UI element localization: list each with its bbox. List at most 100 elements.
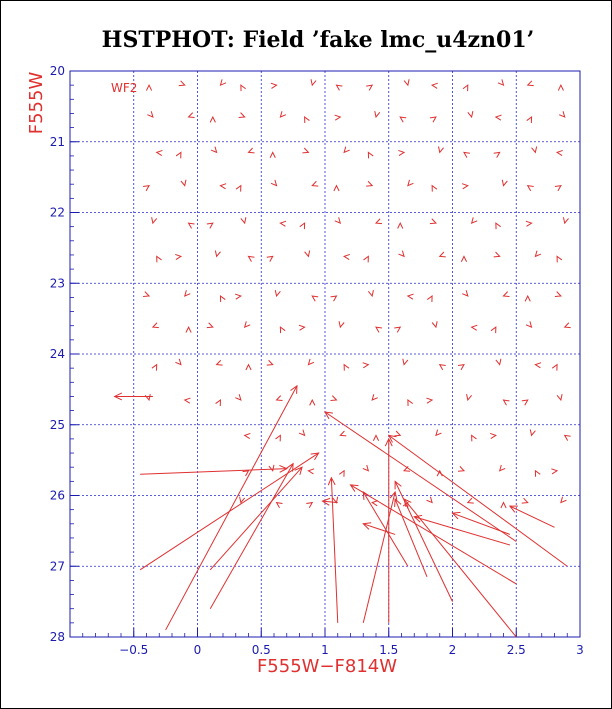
arrow-head bbox=[557, 84, 564, 91]
arrow-head bbox=[430, 82, 438, 89]
arrow-head bbox=[554, 184, 562, 192]
arrow-head bbox=[502, 291, 510, 298]
arrow-head bbox=[560, 496, 567, 504]
arrow-head bbox=[302, 147, 310, 154]
arrow-head bbox=[429, 218, 437, 225]
arrow-head bbox=[349, 484, 359, 492]
arrow-head bbox=[342, 253, 350, 261]
arrow-head bbox=[363, 255, 369, 263]
y-tick-label: 25 bbox=[50, 418, 65, 432]
arrow-head bbox=[403, 79, 410, 87]
shift-vector bbox=[350, 484, 517, 585]
arrow-head bbox=[438, 146, 444, 154]
arrow-head bbox=[398, 250, 405, 258]
arrow-head bbox=[143, 184, 150, 192]
arrow-head bbox=[311, 295, 319, 302]
arrow-head bbox=[269, 151, 276, 158]
arrow-head bbox=[500, 501, 507, 509]
arrow-head bbox=[397, 221, 404, 229]
arrow-head bbox=[431, 321, 438, 329]
x-axis-label: F555W−F814W bbox=[257, 656, 397, 677]
marks-layer bbox=[113, 79, 571, 638]
arrow-head bbox=[180, 179, 187, 187]
arrow-head bbox=[435, 429, 442, 437]
arrow-head bbox=[362, 522, 372, 530]
arrow-head bbox=[556, 255, 563, 263]
arrow-head bbox=[495, 222, 501, 230]
arrow-head bbox=[334, 114, 342, 121]
arrow-head bbox=[275, 434, 281, 442]
arrow-head bbox=[394, 497, 402, 508]
arrow-head bbox=[389, 490, 398, 500]
shift-vector bbox=[388, 434, 568, 567]
arrow-head bbox=[563, 322, 571, 329]
arrow-head bbox=[210, 146, 218, 154]
arrow-head bbox=[526, 115, 533, 124]
arrow-head bbox=[290, 384, 298, 394]
arrow-head bbox=[534, 469, 541, 477]
y-tick-label: 22 bbox=[50, 206, 65, 220]
x-tick-label: 2 bbox=[449, 643, 457, 657]
arrow-head bbox=[438, 363, 446, 371]
arrow-head bbox=[399, 116, 407, 123]
x-tick-label: 1 bbox=[321, 643, 329, 657]
arrow-head bbox=[466, 497, 474, 504]
arrow-head bbox=[279, 220, 287, 227]
arrow-head bbox=[526, 80, 534, 87]
arrow-head bbox=[240, 217, 247, 225]
arrow-head bbox=[529, 429, 536, 437]
arrow-head bbox=[495, 358, 502, 366]
arrow-head bbox=[374, 111, 381, 119]
arrow-head bbox=[551, 468, 559, 475]
y-tick-label: 23 bbox=[50, 276, 65, 290]
arrow-head bbox=[219, 79, 227, 87]
tick-layer: −0.5 0 0.5 1 1.5 2 2.5 3 20 21 22 23 24 25 26 27 28 bbox=[50, 64, 584, 657]
arrow-head bbox=[307, 468, 315, 475]
arrow-head bbox=[551, 363, 558, 371]
arrow-head bbox=[406, 293, 414, 300]
arrow-head bbox=[394, 326, 402, 333]
arrow-head bbox=[534, 250, 542, 258]
arrow-head bbox=[324, 411, 333, 420]
arrow-head bbox=[219, 294, 226, 302]
arrow-head bbox=[279, 326, 286, 334]
arrow-head bbox=[394, 430, 402, 437]
shift-vector bbox=[165, 385, 298, 631]
shift-vector bbox=[322, 500, 338, 504]
arrow-head bbox=[183, 290, 191, 297]
arrow-head bbox=[215, 398, 221, 407]
arrow-head bbox=[534, 362, 542, 369]
arrow-head bbox=[407, 398, 413, 407]
arrow-head bbox=[238, 112, 246, 119]
arrow-head bbox=[247, 255, 255, 262]
arrow-head bbox=[467, 111, 474, 119]
x-tick-label: −0.5 bbox=[119, 643, 148, 657]
arrow-head bbox=[371, 500, 379, 507]
arrow-head bbox=[402, 501, 409, 509]
arrow-head bbox=[426, 397, 434, 404]
arrow-head bbox=[266, 255, 274, 262]
arrow-head bbox=[187, 112, 195, 119]
arrow-head bbox=[185, 325, 192, 333]
arrow-head bbox=[306, 501, 314, 509]
arrow-head bbox=[219, 183, 227, 190]
grid-layer bbox=[70, 71, 580, 637]
shift-vector bbox=[140, 468, 287, 475]
arrow-head bbox=[413, 514, 423, 523]
arrow-head bbox=[151, 363, 158, 371]
arrow-head bbox=[144, 394, 151, 402]
arrow-head bbox=[311, 180, 319, 187]
arrow-head bbox=[371, 394, 378, 401]
arrow-head bbox=[502, 399, 510, 406]
arrow-head bbox=[206, 222, 214, 229]
arrow-head bbox=[339, 469, 345, 477]
arrow-head bbox=[366, 84, 374, 91]
arrow-head bbox=[470, 217, 478, 224]
arrow-head bbox=[235, 394, 242, 401]
arrow-head bbox=[155, 149, 163, 157]
arrow-head bbox=[151, 322, 159, 329]
y-tick-label: 21 bbox=[50, 135, 65, 149]
arrow-head bbox=[279, 464, 288, 473]
arrow-head bbox=[338, 321, 345, 329]
